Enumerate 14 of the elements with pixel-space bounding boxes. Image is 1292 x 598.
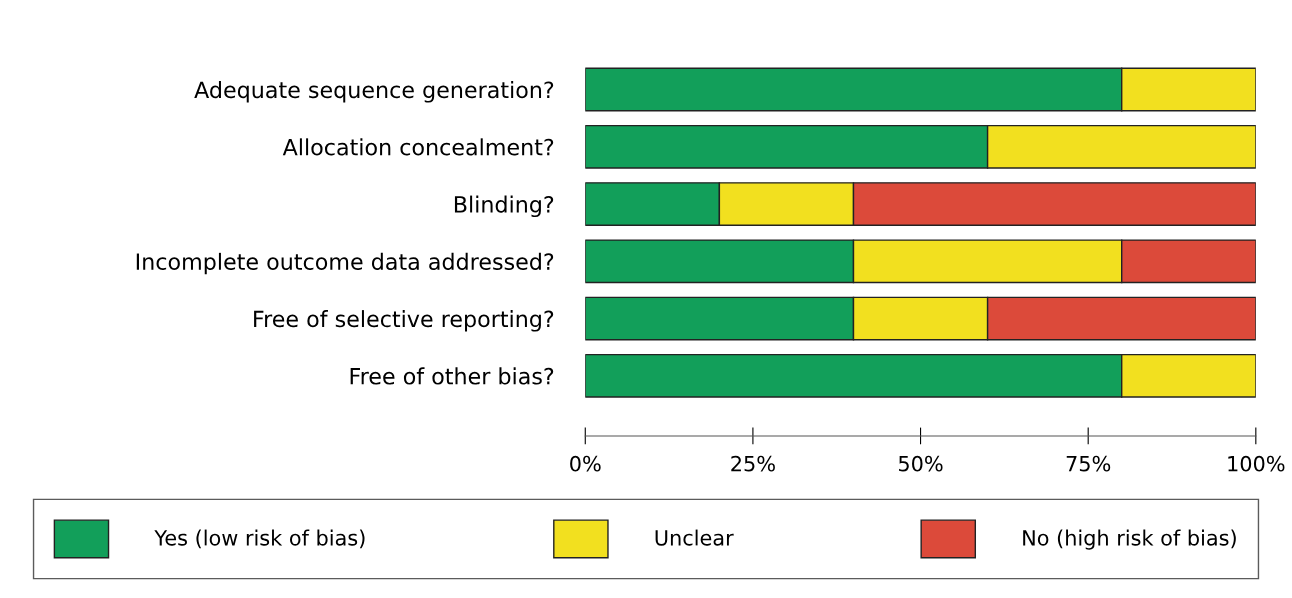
y-tick-label: Free of other bias?	[350, 367, 554, 385]
x-tick-label: 50%	[899, 455, 943, 472]
y-tick-label: Free of selective reporting?	[254, 310, 554, 332]
x-tick-label: 0%	[570, 455, 601, 472]
legend-label: No (high risk of bias)	[1023, 529, 1236, 550]
y-tick-label: Incomplete outcome data addressed?	[136, 252, 554, 275]
y-tick-label: Allocation concealment?	[282, 138, 554, 156]
legend-label: Yes (low risk of bias)	[154, 529, 365, 549]
legend-label: Unclear	[655, 529, 734, 546]
x-tick-label: 25%	[731, 455, 775, 472]
y-tick-label: Adequate sequence generation?	[194, 81, 554, 103]
x-tick-label: 75%	[1066, 455, 1111, 472]
x-tick-label: 100%	[1228, 455, 1285, 472]
y-tick-label: Blinding?	[454, 195, 554, 218]
